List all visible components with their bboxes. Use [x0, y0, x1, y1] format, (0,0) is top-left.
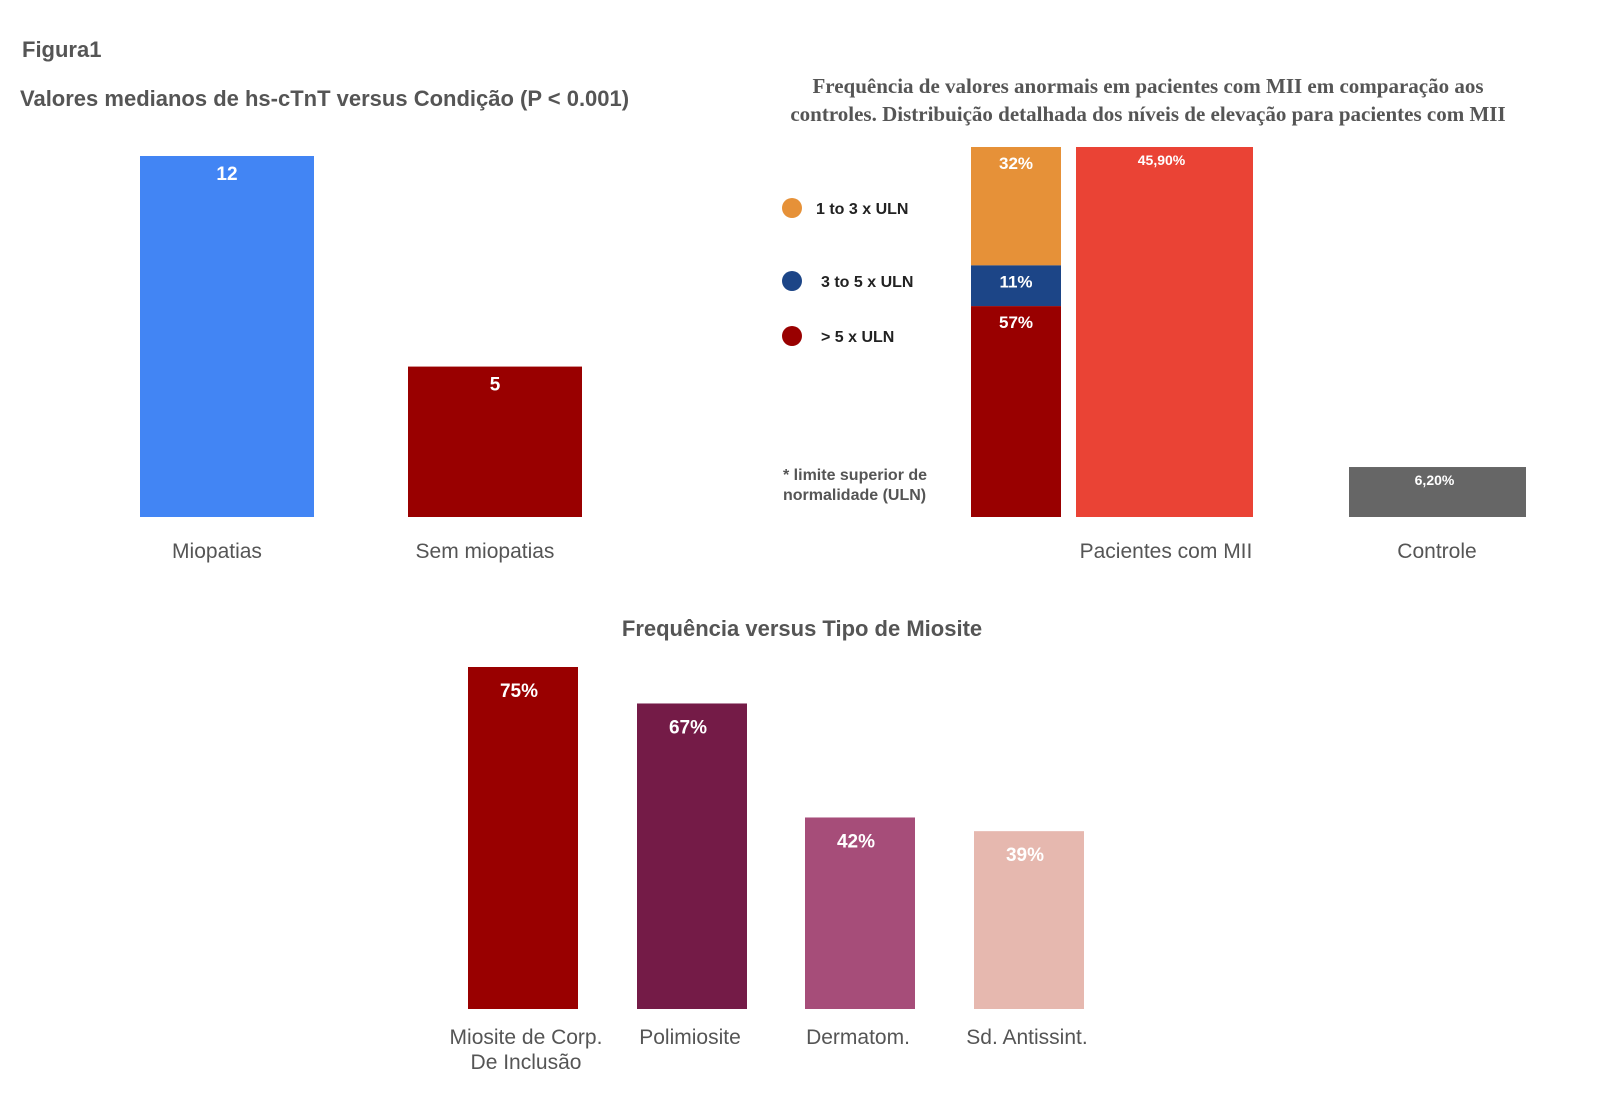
- chart-myositis-type: Frequência versus Tipo de Miosite 75% Mio…: [450, 616, 1088, 1074]
- chart2-stacked-bar: 32% 11% 57%: [971, 147, 1061, 517]
- chart2-bar-value-label: 45,90%: [1138, 152, 1186, 168]
- legend-swatch: [782, 326, 802, 346]
- chart2-category-label: Pacientes com MII: [1080, 540, 1253, 563]
- chart1-category-label: Sem miopatias: [416, 540, 555, 563]
- chart3-bar: [468, 667, 578, 1009]
- chart2-bars: 45,90% Pacientes com MII 6,20% Controle: [1076, 147, 1526, 563]
- chart2-stack-segment: [971, 147, 1061, 266]
- chart3-bar: [805, 817, 915, 1009]
- chart3-bar-value-label: 67%: [669, 717, 707, 738]
- chart1-bar: [408, 366, 582, 517]
- chart2-stack-segment-label: 57%: [999, 313, 1033, 332]
- chart3-category-label: Miosite de Corp.: [450, 1026, 603, 1049]
- chart3-bar-value-label: 75%: [500, 681, 538, 702]
- chart3-category-label: De Inclusão: [471, 1051, 582, 1074]
- chart3-category-label: Dermatom.: [806, 1026, 910, 1049]
- figure-label: Figura1: [22, 37, 101, 62]
- chart2-footnote-line1: * limite superior de: [783, 467, 927, 484]
- chart2-stack-segment-label: 32%: [999, 154, 1033, 173]
- chart-abnormal-frequency: Frequência de valores anormais em pacien…: [782, 74, 1526, 563]
- legend-swatch: [782, 271, 802, 291]
- chart-median-hs-ctnt: Valores medianos de hs-cTnT versus Condi…: [20, 86, 629, 563]
- legend-entry-label: > 5 x ULN: [821, 329, 894, 346]
- legend-entry-label: 3 to 5 x ULN: [821, 274, 913, 291]
- chart3-bar-value-label: 42%: [837, 831, 875, 852]
- chart2-stack-segment: [971, 306, 1061, 517]
- chart1-bar: [140, 156, 314, 517]
- chart1-bars: 12 Miopatias 5 Sem miopatias: [140, 156, 582, 563]
- chart3-bar: [974, 831, 1084, 1009]
- chart2-footnote-line2: normalidade (ULN): [783, 487, 926, 504]
- chart2-stack-segment-label: 11%: [999, 272, 1032, 291]
- legend-entry-label: 1 to 3 x ULN: [816, 201, 908, 218]
- chart1-title: Valores medianos de hs-cTnT versus Condi…: [20, 86, 629, 111]
- chart2-bar-value-label: 6,20%: [1415, 472, 1455, 488]
- chart1-bar-value-label: 12: [216, 164, 237, 185]
- chart1-category-label: Miopatias: [172, 540, 262, 563]
- chart2-stack-segment: [971, 265, 1061, 307]
- chart2-title-line2: controles. Distribuição detalhada dos ní…: [790, 102, 1505, 126]
- chart1-bar-value-label: 5: [490, 375, 501, 396]
- chart3-bar: [637, 703, 747, 1009]
- chart3-category-label: Polimiosite: [639, 1026, 741, 1049]
- chart3-bar-value-label: 39%: [1006, 845, 1044, 866]
- chart2-bar: [1349, 467, 1526, 517]
- chart3-title: Frequência versus Tipo de Miosite: [622, 616, 982, 641]
- chart3-category-label: Sd. Antissint.: [966, 1026, 1087, 1049]
- chart2-legend: 1 to 3 x ULN 3 to 5 x ULN > 5 x ULN: [782, 198, 913, 346]
- chart2-title-line1: Frequência de valores anormais em pacien…: [812, 74, 1483, 98]
- legend-swatch: [782, 198, 802, 218]
- chart2-bar: [1076, 147, 1253, 517]
- chart2-category-label: Controle: [1397, 540, 1476, 563]
- chart3-bars: 75% Miosite de Corp.De Inclusão 67% Polimio…: [450, 667, 1088, 1074]
